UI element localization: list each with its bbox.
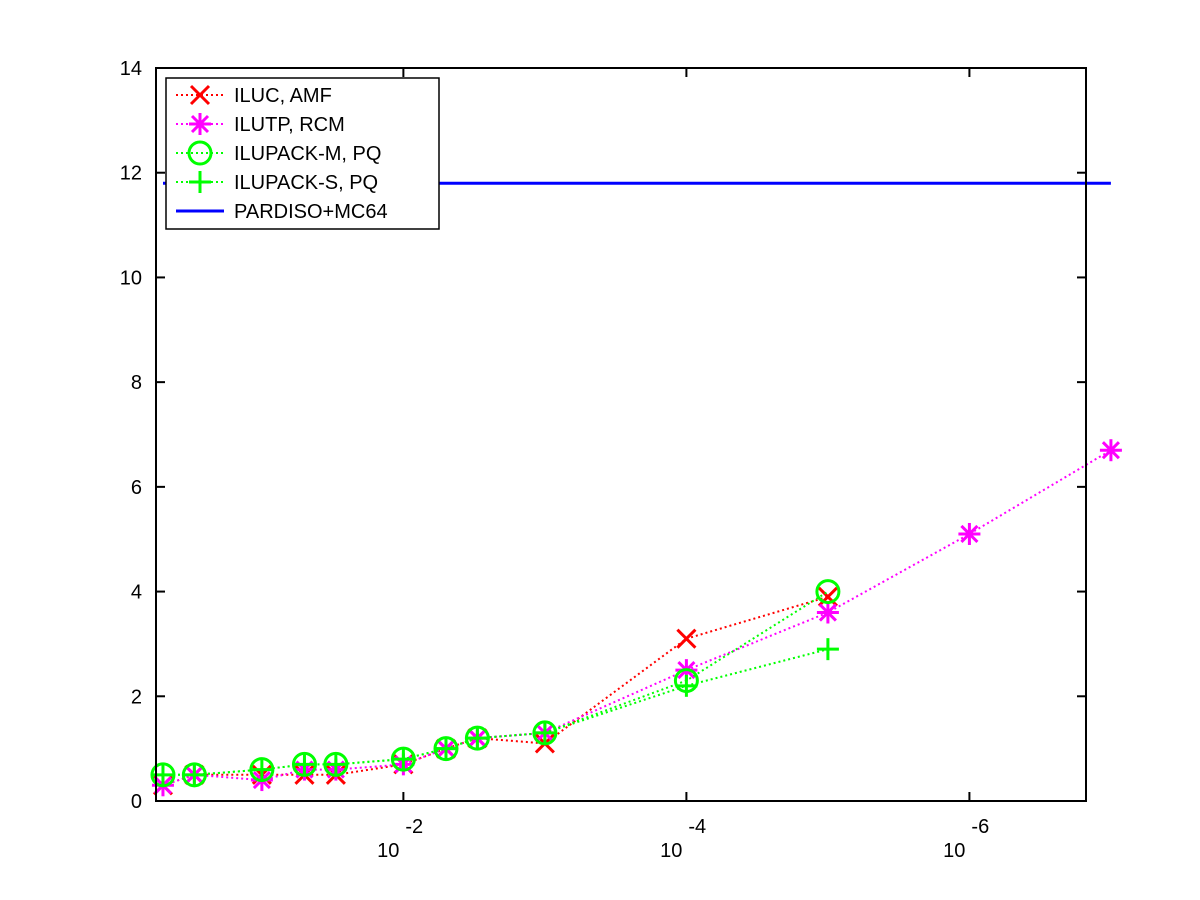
y-tick-label: 6 [131,477,142,499]
data-point [183,763,206,786]
marker-stroke [676,628,697,649]
marker-stroke [817,586,838,607]
legend-entry: PARDISO+MC64 [176,201,388,223]
legend-marker [189,113,211,135]
legend-entry: ILUPACK-M, PQ [176,140,381,166]
marker-stroke [960,524,979,544]
marker-stroke [187,140,213,166]
data-point [815,579,841,605]
marker-stroke [818,603,837,622]
legend-marker [189,84,211,106]
legend-label: PARDISO+MC64 [234,201,388,223]
data-point [676,628,697,649]
legend: ILUC, AMF ILUTP, RCM ILUPACK-M, PQ ILUPACK-… [165,77,440,230]
legend-entry: ILUTP, RCM [176,113,345,136]
y-tick-label: 4 [131,582,142,604]
data-point [250,758,273,781]
legend-label: ILUPACK-M, PQ [234,143,381,165]
x-tick-label-base: 10 [660,840,682,862]
legend-label: ILUPACK-S, PQ [234,172,378,194]
data-point [675,674,698,697]
data-point [324,753,347,776]
data-point [816,601,839,624]
axes-box [155,67,1087,802]
legend-marker [189,171,211,193]
data-point [816,638,839,661]
data-point [817,586,838,607]
legend-entry: ILUC, AMF [176,84,332,107]
tick-layer: 0 2 4 6 8 10 12 14 10 -2 10 -4 10 -6 [120,58,1086,862]
marker-stroke [189,84,211,106]
data-point [1099,439,1122,462]
legend-entry: ILUPACK-S, PQ [176,171,378,194]
x-tick-label-exponent: -2 [405,816,423,838]
y-tick-label: 2 [131,686,142,708]
x-tick-label-base: 10 [943,840,965,862]
y-tick-label: 10 [120,267,142,289]
x-tick-label-exponent: -4 [688,816,706,838]
data-point [466,727,489,750]
marker-stroke [815,579,841,605]
data-point [434,737,457,760]
x-tick-label-base: 10 [377,840,399,862]
series-3 [151,638,839,786]
data-point [392,748,415,771]
legend-label: ILUTP, RCM [234,114,345,136]
legend-label: ILUC, AMF [234,85,332,107]
y-tick-label: 12 [120,163,142,185]
y-tick-label: 14 [120,58,142,80]
marker-stroke [190,114,210,134]
data-point [533,721,556,744]
y-tick-label: 0 [131,791,142,813]
x-tick-label-exponent: -6 [971,816,989,838]
data-point [293,753,316,776]
data-point [958,522,981,545]
y-tick-label: 8 [131,372,142,394]
legend-marker [187,140,213,166]
marker-stroke [1101,441,1120,460]
